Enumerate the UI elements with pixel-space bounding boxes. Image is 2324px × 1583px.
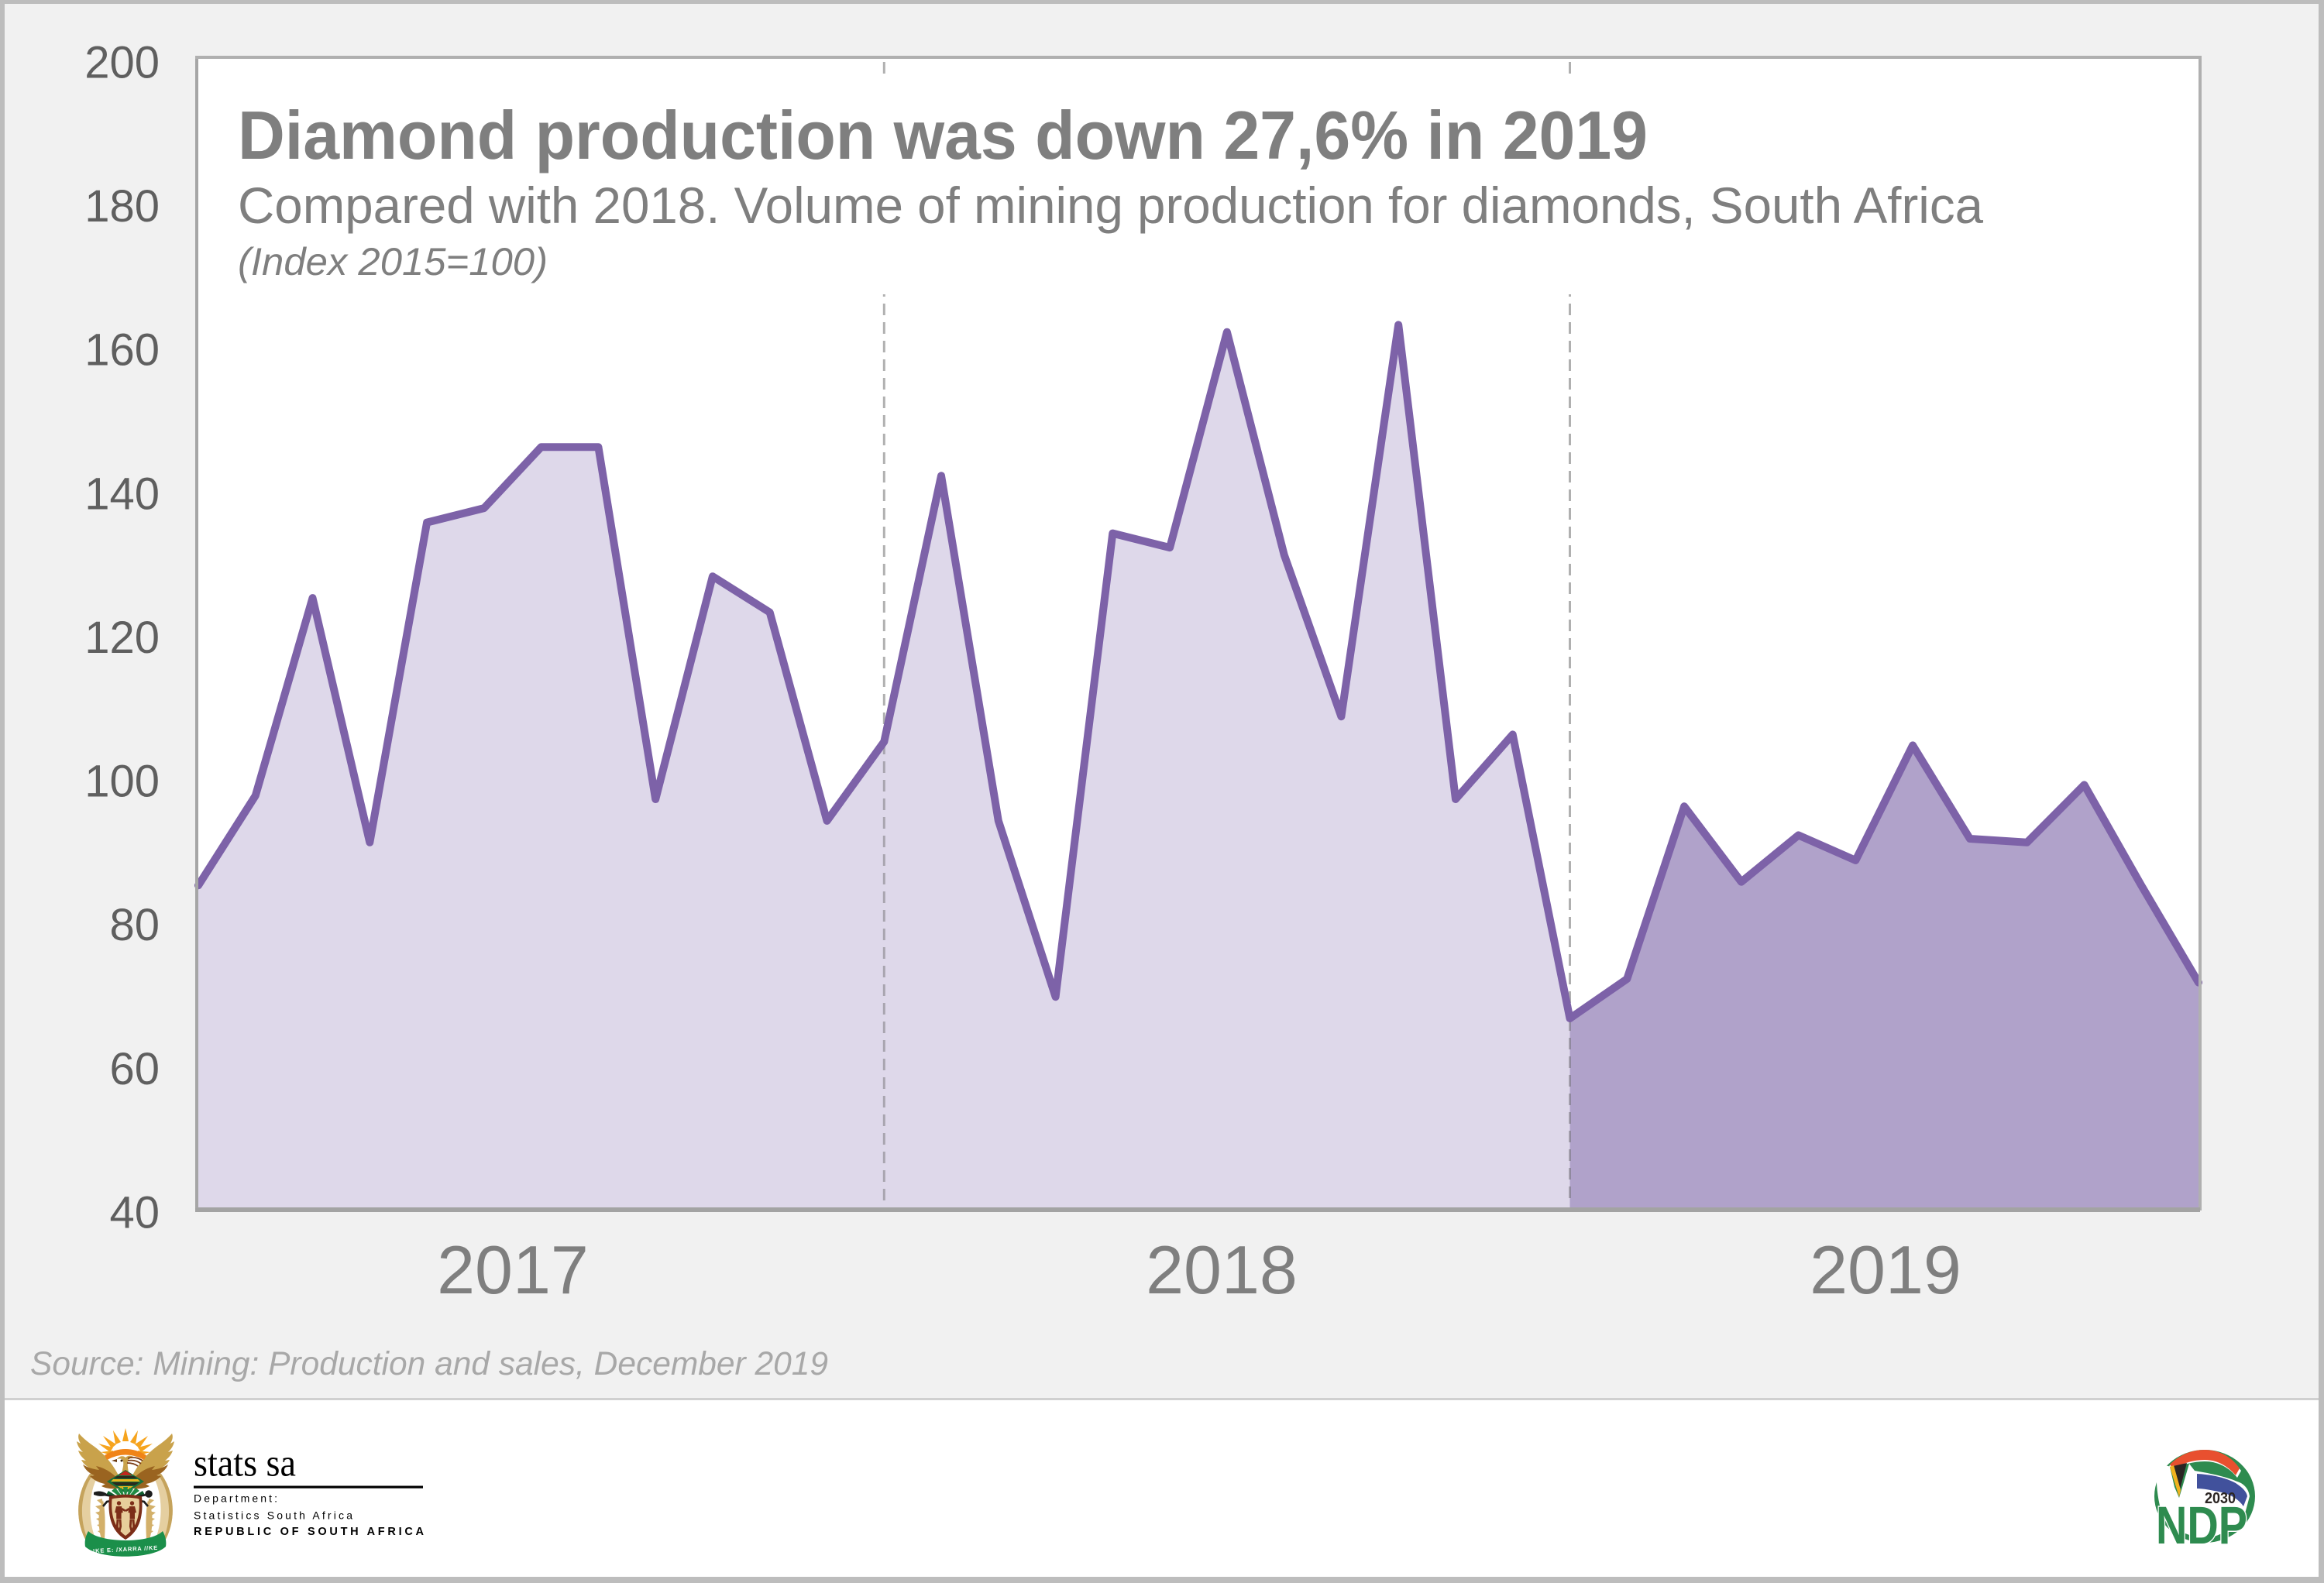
svg-text:(Index 2015=100): (Index 2015=100) [238,240,548,283]
svg-text:60: 60 [109,1044,160,1094]
svg-text:160: 160 [84,325,160,376]
svg-text:Source: Mining: Production and: Source: Mining: Production and sales, De… [30,1346,828,1382]
svg-text:2017: 2017 [437,1231,589,1308]
svg-text:NDP: NDP [2156,1495,2247,1555]
svg-text:200: 200 [84,38,160,88]
svg-text:Department:: Department: [194,1492,277,1505]
svg-text:2019: 2019 [1810,1231,1961,1308]
svg-text:stats sa: stats sa [194,1441,296,1485]
svg-text:Diamond production was down 27: Diamond production was down 27,6% in 201… [238,97,1648,173]
svg-text:REPUBLIC OF SOUTH AFRICA: REPUBLIC OF SOUTH AFRICA [194,1526,425,1538]
svg-text:80: 80 [109,900,160,950]
svg-text:100: 100 [84,757,160,807]
svg-text:140: 140 [84,469,160,519]
svg-text:180: 180 [84,181,160,232]
svg-text:40: 40 [109,1188,160,1238]
svg-text:Statistics South Africa: Statistics South Africa [194,1509,352,1522]
svg-text:2030: 2030 [2205,1490,2236,1507]
svg-text:Compared with 2018. Volume of: Compared with 2018. Volume of mining pro… [238,177,1983,234]
svg-text:120: 120 [84,613,160,663]
svg-text:!KE E: /XARRA //KE: !KE E: /XARRA //KE [93,1544,158,1554]
svg-text:2018: 2018 [1146,1231,1298,1308]
